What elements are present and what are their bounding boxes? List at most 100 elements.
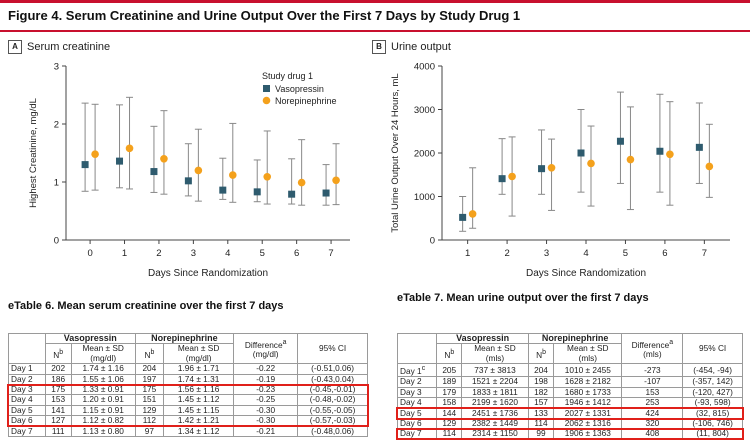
table6-highlight-days3-6 xyxy=(7,384,369,428)
y-tick-label: 1000 xyxy=(414,192,435,203)
table7-m2-cell: 1628 ± 2182 xyxy=(554,377,622,387)
data-point-circle xyxy=(627,156,635,164)
title-rule xyxy=(0,30,750,32)
data-point-circle xyxy=(469,210,477,218)
x-tick-label: 3 xyxy=(191,248,196,259)
x-tick-label: 5 xyxy=(260,248,265,259)
y-tick-label: 2000 xyxy=(414,149,435,160)
x-tick-label: 0 xyxy=(87,248,92,259)
y-tick-label: 1 xyxy=(54,178,59,189)
table6-day-cell: Day 7 xyxy=(9,426,46,436)
data-point-circle xyxy=(548,164,556,172)
table7-row-day2: Day 2 189 1521 ± 2204 198 1628 ± 2182 -107 (-3… xyxy=(398,377,743,387)
x-axis-title: Days Since Randomization xyxy=(526,268,646,279)
table7-n1-header: Nb xyxy=(437,344,462,364)
table7-n2-cell: 204 xyxy=(528,364,553,377)
table7-m1-cell: 1833 ± 1811 xyxy=(462,387,529,397)
table7-day-cell: Day 1c xyxy=(398,364,437,377)
table7-diff-header: Differencea (mls) xyxy=(622,334,683,364)
table6-n1-cell: 202 xyxy=(45,364,71,374)
table7-row-day1: Day 1c 205 737 ± 3813 204 1010 ± 2455 -273 (-4… xyxy=(398,364,743,377)
y-axis-title: Highest Creatinine, mg/dL xyxy=(28,98,39,208)
table6-diff-unit: (mg/dl) xyxy=(253,349,279,359)
table6-n2-sup: b xyxy=(150,349,154,356)
legend-entry: Norepinephrine xyxy=(275,96,337,106)
legend-swatch-square xyxy=(263,85,270,92)
y-tick-label: 4000 xyxy=(414,62,435,73)
x-tick-label: 6 xyxy=(662,248,667,259)
table6-vaso-header: Vasopressin xyxy=(45,334,135,344)
table7-m1-header: Mean ± SD (mls) xyxy=(462,344,529,364)
table7: Vasopressin Norepinephrine Differencea (m… xyxy=(397,333,743,440)
table6-ci-header: 95% CI xyxy=(298,334,368,364)
table6-n2-header: Nb xyxy=(135,344,163,364)
table7-ci-cell: (-357, 142) xyxy=(683,377,743,387)
table7-diff-unit: (mls) xyxy=(643,349,661,359)
y-axis-title: Total Urine Output Over 24 Hours, mL xyxy=(390,73,401,232)
figure-title: Figure 4. Serum Creatinine and Urine Out… xyxy=(8,8,520,23)
x-tick-label: 4 xyxy=(583,248,588,259)
series-norepinephrine xyxy=(91,97,340,205)
legend-title: Study drug 1 xyxy=(262,71,313,81)
table7-day-sup: c xyxy=(422,365,425,372)
table7-n2-sup: b xyxy=(542,349,546,356)
data-point-square xyxy=(219,187,226,194)
data-point-square xyxy=(578,150,585,157)
x-tick-label: 7 xyxy=(328,248,333,259)
panel-b-label: B Urine output xyxy=(372,40,451,54)
table6-diff-cell: -0.22 xyxy=(234,364,298,374)
x-tick-label: 1 xyxy=(465,248,470,259)
table6-m1-unit: (mg/dl) xyxy=(90,353,116,363)
panel-b-letter: B xyxy=(372,40,386,54)
table6-ci-cell: (-0.51,0.06) xyxy=(298,364,368,374)
table6-m2-unit: (mg/dl) xyxy=(186,353,212,363)
table7-diff-cell: -107 xyxy=(622,377,683,387)
table7-nor-header: Norepinephrine xyxy=(528,334,622,344)
chart-b-urine-output: 010002000300040001 2 3 4 5 6 7Days Since Rando… xyxy=(370,55,750,280)
x-tick-label: 1 xyxy=(122,248,127,259)
data-point-square xyxy=(82,161,89,168)
table7-m1-cell: 737 ± 3813 xyxy=(462,364,529,377)
table7-n1-cell: 179 xyxy=(437,387,462,397)
data-point-square xyxy=(254,188,261,195)
series-vasopressin xyxy=(82,103,330,205)
table7-m2-unit: (mls) xyxy=(579,353,597,363)
table6-m2-header: Mean ± SD (mg/dl) xyxy=(164,344,234,364)
data-point-circle xyxy=(298,179,306,187)
table7-ci-header: 95% CI xyxy=(683,334,743,364)
x-tick-label: 4 xyxy=(225,248,230,259)
table7-group-header: Vasopressin Norepinephrine Differencea (m… xyxy=(398,334,743,344)
x-tick-label: 7 xyxy=(702,248,707,259)
table7-n2-cell: 182 xyxy=(528,387,553,397)
table7-ci-cell: (-454, -94) xyxy=(683,364,743,377)
data-point-square xyxy=(185,177,192,184)
data-point-circle xyxy=(126,145,134,153)
data-point-circle xyxy=(508,173,516,181)
x-tick-label: 6 xyxy=(294,248,299,259)
panel-a-label: A Serum creatinine xyxy=(8,40,110,54)
table6-diff-header: Differencea (mg/dl) xyxy=(234,334,298,364)
table6-row-day7: Day 7 111 1.13 ± 0.80 97 1.34 ± 1.12 -0.21 (-0… xyxy=(9,426,368,436)
table7-m2-cell: 1680 ± 1733 xyxy=(554,387,622,397)
table7-corner xyxy=(398,334,437,364)
x-axis-title: Days Since Randomization xyxy=(148,268,268,279)
y-tick-label: 2 xyxy=(54,120,59,131)
data-point-square xyxy=(150,168,157,175)
table7-n1-cell: 205 xyxy=(437,364,462,377)
x-tick-label: 2 xyxy=(156,248,161,259)
table7-n2-cell: 198 xyxy=(528,377,553,387)
panel-a-title: Serum creatinine xyxy=(27,41,110,53)
table7-vaso-header: Vasopressin xyxy=(437,334,528,344)
data-point-square xyxy=(538,165,545,172)
table7-m1-unit: (mls) xyxy=(486,353,504,363)
table7-highlight-day5 xyxy=(396,407,744,419)
series-norepinephrine xyxy=(469,102,713,229)
data-point-square xyxy=(499,175,506,182)
table6-m2-cell: 1.96 ± 1.71 xyxy=(164,364,234,374)
table6-row-day1: Day 1 202 1.74 ± 1.16 204 1.96 ± 1.71 -0.22 (-… xyxy=(9,364,368,374)
data-point-circle xyxy=(91,150,99,158)
top-accent-bar xyxy=(0,0,750,3)
series-vasopressin xyxy=(459,92,703,231)
table7-m2-cell: 1010 ± 2455 xyxy=(554,364,622,377)
data-point-square xyxy=(459,214,466,221)
